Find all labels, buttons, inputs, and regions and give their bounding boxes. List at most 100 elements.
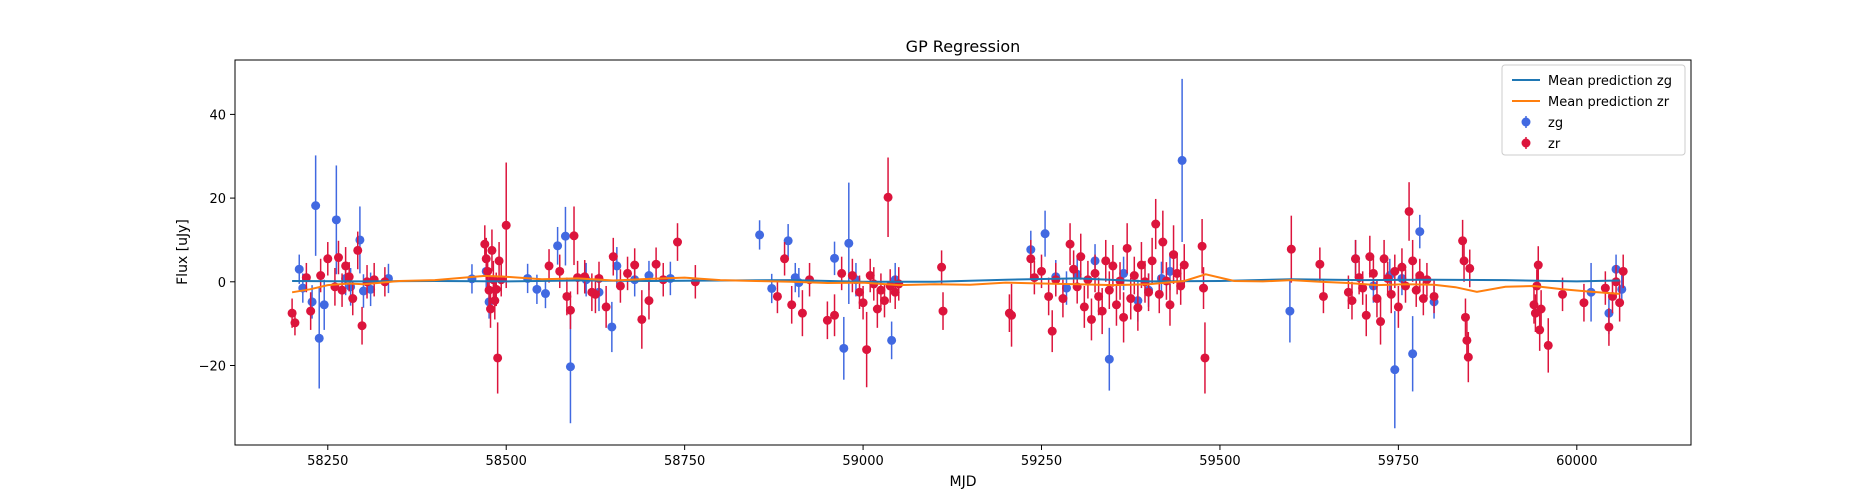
data-point-zr bbox=[1076, 252, 1086, 262]
legend-label: Mean prediction zr bbox=[1548, 95, 1670, 110]
data-point-zg bbox=[887, 335, 897, 345]
data-point-zr bbox=[1151, 219, 1161, 229]
data-point-zr bbox=[787, 300, 797, 310]
data-point-zr bbox=[865, 271, 875, 281]
data-point-zr bbox=[623, 268, 633, 278]
x-tick-label: 60000 bbox=[1556, 454, 1597, 469]
data-point-zr bbox=[1129, 271, 1139, 281]
data-point-zg bbox=[767, 283, 777, 293]
data-point-zg bbox=[1177, 155, 1187, 165]
data-point-zr bbox=[1462, 335, 1472, 345]
data-point-zg bbox=[607, 322, 617, 332]
data-point-zr bbox=[1415, 271, 1425, 281]
data-point-zg bbox=[540, 289, 550, 299]
legend-box bbox=[1501, 64, 1686, 156]
data-point-zr bbox=[1372, 294, 1382, 304]
data-point-zr bbox=[353, 245, 363, 255]
data-point-zr bbox=[1558, 289, 1568, 299]
data-point-zr bbox=[1144, 287, 1154, 297]
data-point-zg bbox=[565, 362, 575, 372]
data-point-zr bbox=[1136, 260, 1146, 270]
data-point-zr bbox=[1176, 281, 1186, 291]
data-point-zg bbox=[783, 236, 793, 246]
data-point-zr bbox=[1418, 294, 1428, 304]
legend-marker-swatch bbox=[1521, 117, 1531, 127]
data-point-zr bbox=[1122, 243, 1132, 253]
axes-frame bbox=[234, 59, 1692, 446]
data-point-zr bbox=[562, 291, 572, 301]
data-point-zr bbox=[493, 353, 503, 363]
mean-line-mean-prediction-zg bbox=[292, 277, 1620, 283]
data-point-zr bbox=[879, 296, 889, 306]
data-point-zr bbox=[858, 298, 868, 308]
data-point-zr bbox=[481, 254, 491, 264]
data-point-zg bbox=[1408, 349, 1418, 359]
data-point-zr bbox=[1390, 266, 1400, 276]
data-point-zr bbox=[1172, 268, 1182, 278]
data-point-zr bbox=[1408, 256, 1418, 266]
data-point-zr bbox=[822, 315, 832, 325]
data-point-zg bbox=[294, 264, 304, 274]
data-point-zr bbox=[1368, 268, 1378, 278]
data-point-zr bbox=[1393, 302, 1403, 312]
data-point-zr bbox=[1165, 300, 1175, 310]
data-point-zr bbox=[1351, 254, 1361, 264]
data-point-zr bbox=[658, 275, 668, 285]
data-point-zg bbox=[839, 343, 849, 353]
data-point-zg bbox=[1285, 306, 1295, 316]
data-point-zr bbox=[615, 281, 625, 291]
data-point-zr bbox=[483, 266, 493, 276]
data-point-zr bbox=[590, 289, 600, 299]
data-point-zg bbox=[1119, 268, 1129, 278]
x-tick-label: 59750 bbox=[1378, 454, 1419, 469]
y-tick-label: 40 bbox=[209, 108, 226, 123]
data-point-zr bbox=[1079, 302, 1089, 312]
data-point-zg bbox=[1040, 229, 1050, 239]
data-point-zr bbox=[491, 284, 501, 294]
data-point-zr bbox=[1579, 298, 1589, 308]
data-point-zg bbox=[1165, 266, 1175, 276]
data-point-zg bbox=[307, 297, 317, 307]
data-point-zr bbox=[1536, 304, 1546, 314]
data-point-zr bbox=[1058, 294, 1068, 304]
data-point-zr bbox=[630, 260, 640, 270]
data-point-zr bbox=[544, 261, 554, 271]
data-point-zr bbox=[565, 305, 575, 315]
data-point-zr bbox=[1600, 283, 1610, 293]
data-point-zr bbox=[1429, 291, 1439, 301]
data-point-zr bbox=[480, 239, 490, 249]
data-point-zr bbox=[780, 254, 790, 264]
data-point-zg bbox=[358, 286, 368, 296]
data-point-zr bbox=[1604, 322, 1614, 332]
data-point-zg bbox=[314, 333, 324, 343]
data-point-zr bbox=[1460, 312, 1470, 322]
data-point-zr bbox=[323, 254, 333, 264]
data-point-zr bbox=[1111, 300, 1121, 310]
data-point-zr bbox=[1086, 314, 1096, 324]
data-point-zr bbox=[1404, 206, 1414, 216]
data-point-zr bbox=[890, 287, 900, 297]
mean-line-mean-prediction-zr bbox=[291, 273, 1620, 295]
data-point-zr bbox=[937, 262, 947, 272]
data-point-zg bbox=[844, 238, 854, 248]
data-point-zr bbox=[301, 273, 311, 283]
data-point-zr bbox=[290, 318, 300, 328]
data-point-zr bbox=[1361, 310, 1371, 320]
data-point-zr bbox=[1069, 264, 1079, 274]
data-point-zr bbox=[494, 256, 504, 266]
series-zg bbox=[294, 78, 1627, 429]
data-point-zr bbox=[608, 252, 618, 262]
data-point-zr bbox=[1347, 296, 1357, 306]
data-point-zr bbox=[1318, 291, 1328, 301]
data-point-zr bbox=[1044, 291, 1054, 301]
data-point-zr bbox=[1108, 261, 1118, 271]
data-point-zr bbox=[855, 287, 865, 297]
data-point-zg bbox=[1104, 354, 1114, 364]
legend-marker-swatch bbox=[1521, 138, 1531, 148]
data-point-zg bbox=[355, 235, 365, 245]
y-axis: −20 0 20 40 bbox=[199, 108, 235, 374]
data-point-zg bbox=[319, 300, 329, 310]
x-axis: 58250 58500 58750 59000 59250 59500 59750 60000 bbox=[307, 445, 1597, 469]
data-point-zg bbox=[612, 261, 622, 271]
